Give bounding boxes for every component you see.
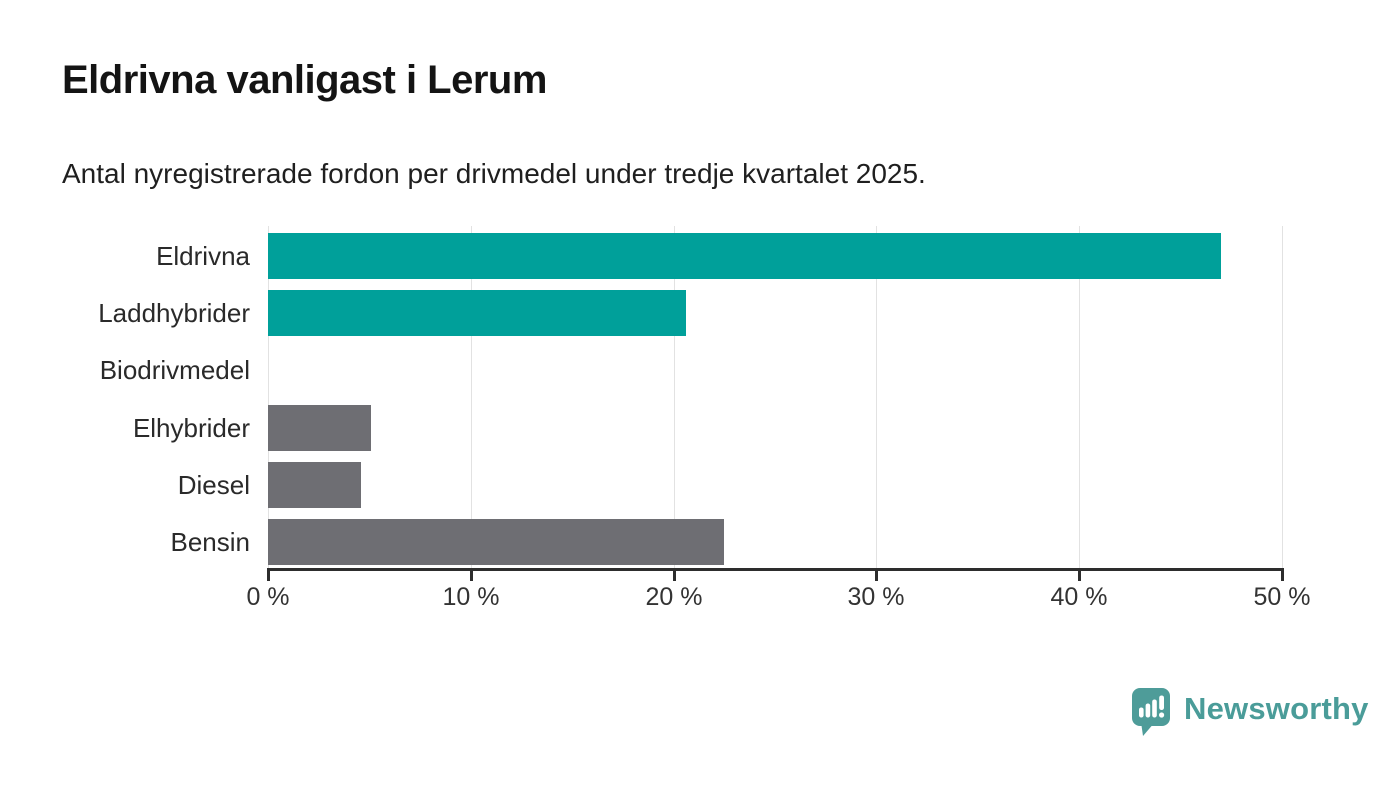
x-tick-label: 20 %: [645, 583, 703, 611]
x-tick-label: 0 %: [246, 583, 290, 611]
bar-bensin: [268, 519, 724, 565]
y-axis-label: Eldrivna: [156, 241, 250, 271]
x-tick-label: 30 %: [847, 583, 905, 611]
x-tick-mark: [673, 570, 676, 581]
gridline: [1282, 226, 1283, 568]
y-axis-label: Elhybrider: [132, 413, 250, 443]
x-tick-mark: [470, 570, 473, 581]
x-tick-label: 40 %: [1050, 583, 1108, 611]
x-axis-line: [267, 568, 1284, 571]
gridline: [674, 226, 675, 568]
newsworthy-logo: Newsworthy: [1132, 688, 1369, 738]
bar-laddhybrider: [268, 290, 686, 336]
bar-eldrivna: [268, 233, 1221, 279]
x-tick-mark: [1078, 570, 1081, 581]
x-tick-mark: [1281, 570, 1284, 581]
gridline: [1079, 226, 1080, 568]
chart-title: Eldrivna vanligast i Lerum: [62, 58, 547, 102]
bar-chart-speech-bubble-icon: [1132, 688, 1170, 736]
chart-subtitle: Antal nyregistrerade fordon per drivmede…: [62, 158, 926, 189]
x-tick-mark: [267, 570, 270, 581]
gridline: [471, 226, 472, 568]
y-axis-label: Bensin: [170, 527, 251, 557]
x-tick-mark: [875, 570, 878, 581]
gridline: [268, 226, 269, 568]
bar-diesel: [268, 462, 361, 508]
y-axis-label: Diesel: [177, 470, 250, 500]
y-axis-label: Biodrivmedel: [99, 355, 250, 385]
gridline: [876, 226, 877, 568]
newsworthy-wordmark: Newsworthy: [1184, 691, 1369, 726]
bar-elhybrider: [268, 405, 371, 451]
x-tick-label: 50 %: [1253, 583, 1311, 611]
y-axis-label: Laddhybrider: [98, 298, 250, 328]
x-tick-label: 10 %: [442, 583, 500, 611]
bar-chart-plot-area: [268, 226, 1283, 568]
